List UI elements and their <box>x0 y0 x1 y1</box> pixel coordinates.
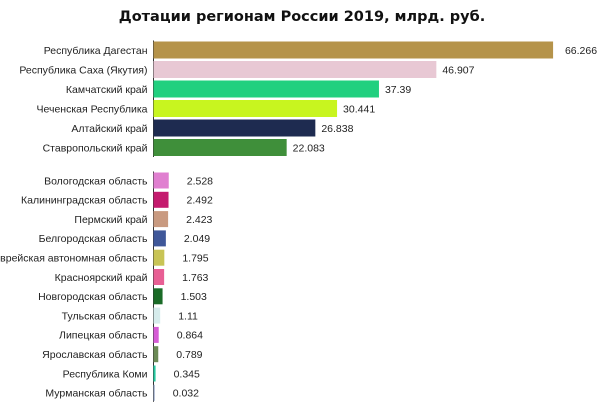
bar <box>153 230 166 247</box>
data-label: 0.345 <box>174 368 200 380</box>
data-label: 26.838 <box>321 123 353 135</box>
category-label: Ставропольский край <box>43 142 148 154</box>
data-label: 2.528 <box>187 175 213 187</box>
bar <box>153 288 163 305</box>
bar <box>153 100 338 117</box>
category-label: Красноярский край <box>55 272 148 284</box>
data-label: 2.423 <box>186 214 212 226</box>
data-label: 37.39 <box>385 84 411 96</box>
data-label: 1.503 <box>181 291 207 303</box>
bar <box>153 211 169 228</box>
category-label: Республика Дагестан <box>44 45 148 57</box>
bar <box>153 326 159 343</box>
category-label: Еврейская автономная область <box>0 253 148 265</box>
category-label: Новгородская область <box>38 291 148 303</box>
bar <box>153 249 165 266</box>
bar <box>153 346 159 363</box>
category-label: Пермский край <box>74 214 147 226</box>
category-label: Республика Коми <box>63 368 148 380</box>
data-label: 66.266 <box>565 45 597 57</box>
bar <box>153 269 165 285</box>
data-label: 2.049 <box>184 233 210 245</box>
data-label: 30.441 <box>343 103 375 115</box>
chart-title: Дотации регионам России 2019, млрд. руб. <box>118 9 486 25</box>
bar <box>153 384 155 401</box>
bar <box>153 307 161 324</box>
bar <box>153 365 156 382</box>
category-label: Тульская область <box>62 310 148 322</box>
category-label: Липецкая область <box>59 330 148 342</box>
category-label: Вологодская область <box>44 175 148 187</box>
category-label: Ярославская область <box>42 349 148 361</box>
data-label: 0.789 <box>176 349 202 361</box>
data-label: 1.795 <box>182 253 208 265</box>
bar <box>153 139 287 156</box>
category-label: Камчатский край <box>66 84 148 96</box>
category-label: Чеченская Республика <box>37 103 148 115</box>
bar <box>153 61 437 78</box>
category-label: Белгородская область <box>39 233 148 245</box>
bar <box>153 191 169 208</box>
bar <box>153 41 554 59</box>
data-label: 1.763 <box>182 272 208 284</box>
data-label: 46.907 <box>442 64 474 76</box>
category-label: Республика Саха (Якутия) <box>19 64 147 76</box>
category-label: Алтайский край <box>71 123 147 135</box>
category-label: Мурманская область <box>45 388 148 400</box>
data-label: 0.864 <box>177 330 203 342</box>
bar <box>153 80 379 98</box>
bar <box>153 172 169 189</box>
data-label: 22.083 <box>293 142 325 154</box>
data-label: 2.492 <box>187 195 213 207</box>
data-label: 0.032 <box>173 388 199 400</box>
data-label: 1.11 <box>178 310 198 322</box>
category-label: Калининградская область <box>21 195 148 207</box>
bar <box>153 119 316 137</box>
